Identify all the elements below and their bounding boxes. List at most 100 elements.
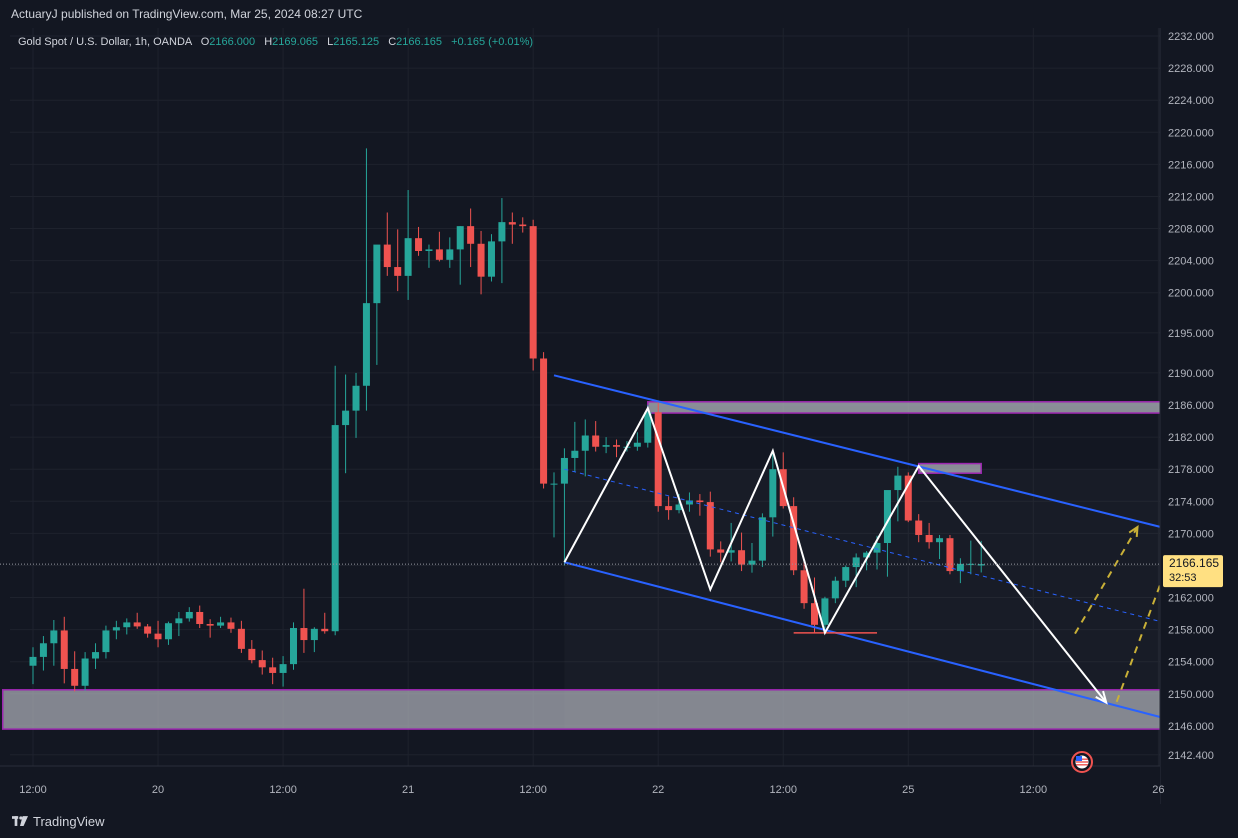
candles-layer	[29, 148, 985, 692]
price-tick-label: 2200.000	[1168, 288, 1214, 300]
candle-body	[71, 668, 79, 686]
price-tick-label: 2142.400	[1168, 750, 1214, 762]
candle-body	[112, 627, 120, 631]
candle-body	[102, 630, 110, 653]
candle-body	[206, 624, 214, 626]
candle-body	[831, 580, 839, 599]
candle-body	[92, 652, 100, 659]
candle-body	[519, 224, 527, 227]
chart-area[interactable]: 2142.400 2146.000 2150.000 2154.000 2158.000…	[0, 28, 1238, 804]
price-tick-label: 2186.000	[1168, 400, 1214, 412]
candle-body	[529, 226, 537, 359]
tradingview-logo-icon	[12, 816, 28, 826]
candle-body	[217, 622, 225, 626]
resistance-zone	[647, 401, 1238, 414]
legend-low-label: L	[327, 36, 333, 48]
us-flag-icon[interactable]	[1071, 751, 1093, 773]
candle-body	[164, 623, 172, 640]
legend-open-label: O	[201, 36, 210, 48]
candle-body	[675, 504, 683, 511]
candle-body	[425, 249, 433, 252]
candle-body	[446, 249, 454, 260]
candle-body	[758, 517, 766, 561]
candle-body	[894, 475, 902, 491]
candle-body	[394, 267, 402, 276]
price-axis[interactable]: 2142.400 2146.000 2150.000 2154.000 2158.000…	[1159, 28, 1238, 804]
candle-body	[300, 628, 308, 641]
candle-body	[39, 643, 47, 657]
price-tick-label: 2220.000	[1168, 127, 1214, 139]
channel-mid-line	[564, 468, 1238, 642]
candle-body	[508, 222, 516, 225]
published-info: ActuaryJ published on TradingView.com, M…	[11, 7, 363, 21]
zigzag-arrowhead	[1095, 690, 1108, 705]
candle-body	[748, 560, 756, 565]
candle-body	[925, 534, 933, 543]
candle-body	[81, 658, 89, 686]
legend-change: +0.165 (+0.01%)	[451, 36, 533, 48]
time-axis-bg	[0, 766, 1160, 804]
price-tick-label: 2208.000	[1168, 224, 1214, 236]
legend-high-value: 2169.065	[272, 36, 318, 48]
candle-body	[123, 622, 131, 628]
candle-body	[613, 445, 621, 447]
time-tick-label: 21	[402, 784, 414, 796]
candle-body	[175, 618, 183, 624]
candle-body	[540, 358, 548, 484]
svg-text:Gold Spot / U.S. Dollar, 1h, O: Gold Spot / U.S. Dollar, 1h, OANDA O2166…	[18, 36, 533, 48]
candle-body	[362, 303, 370, 386]
price-tick-label: 2212.000	[1168, 191, 1214, 203]
time-tick-label: 20	[152, 784, 164, 796]
candle-body	[415, 238, 423, 252]
candle-body	[560, 457, 568, 484]
plot-background	[0, 28, 1160, 804]
candle-body	[696, 500, 704, 503]
candle-body	[290, 628, 297, 665]
price-tick-label: 2162.000	[1168, 593, 1214, 605]
price-tick-label: 2150.000	[1168, 689, 1214, 701]
price-tick-label: 2170.000	[1168, 528, 1214, 540]
price-tick-label: 2204.000	[1168, 256, 1214, 268]
candle-body	[467, 226, 475, 244]
candle-body	[237, 628, 245, 649]
price-tick-label: 2174.000	[1168, 496, 1214, 508]
candle-body	[310, 628, 318, 641]
price-axis-bg	[1160, 28, 1238, 804]
candle-body	[873, 542, 881, 553]
tradingview-logo[interactable]: TradingView	[12, 814, 105, 829]
time-tick-label: 25	[902, 784, 914, 796]
price-tick-label: 2232.000	[1168, 31, 1214, 43]
price-tick-label: 2178.000	[1168, 464, 1214, 476]
candle-body	[633, 442, 641, 447]
candle-body	[936, 538, 944, 543]
legend-close-label: C	[388, 36, 396, 48]
legend-high-label: H	[264, 36, 272, 48]
candle-body	[331, 425, 339, 632]
candle-body	[706, 502, 714, 550]
candle-body	[321, 628, 329, 632]
zones-layer	[1, 401, 1238, 730]
candle-body	[644, 412, 652, 443]
price-tick-label: 2195.000	[1168, 328, 1214, 340]
price-tick-label: 2190.000	[1168, 368, 1214, 380]
price-label: 2166.165 32:53	[1163, 555, 1223, 588]
candle-body	[842, 567, 850, 581]
candle-body	[487, 241, 495, 277]
time-tick-label: 12:00	[1020, 784, 1048, 796]
candle-body	[383, 244, 391, 268]
candlestick-chart[interactable]: 2142.400 2146.000 2150.000 2154.000 2158.000…	[0, 28, 1238, 804]
candle-body	[800, 570, 808, 604]
candle-body	[133, 622, 141, 627]
price-tick-label: 2146.000	[1168, 721, 1214, 733]
time-tick-label: 12:00	[19, 784, 47, 796]
price-tick-label: 2228.000	[1168, 63, 1214, 75]
candle-body	[811, 603, 818, 625]
candle-body	[790, 506, 798, 571]
candle-body	[498, 222, 506, 242]
price-tick-label: 2158.000	[1168, 625, 1214, 637]
time-tick-label: 12:00	[269, 784, 297, 796]
candle-body	[269, 667, 277, 673]
tradingview-logo-text: TradingView	[33, 814, 105, 829]
candle-body	[852, 557, 860, 568]
